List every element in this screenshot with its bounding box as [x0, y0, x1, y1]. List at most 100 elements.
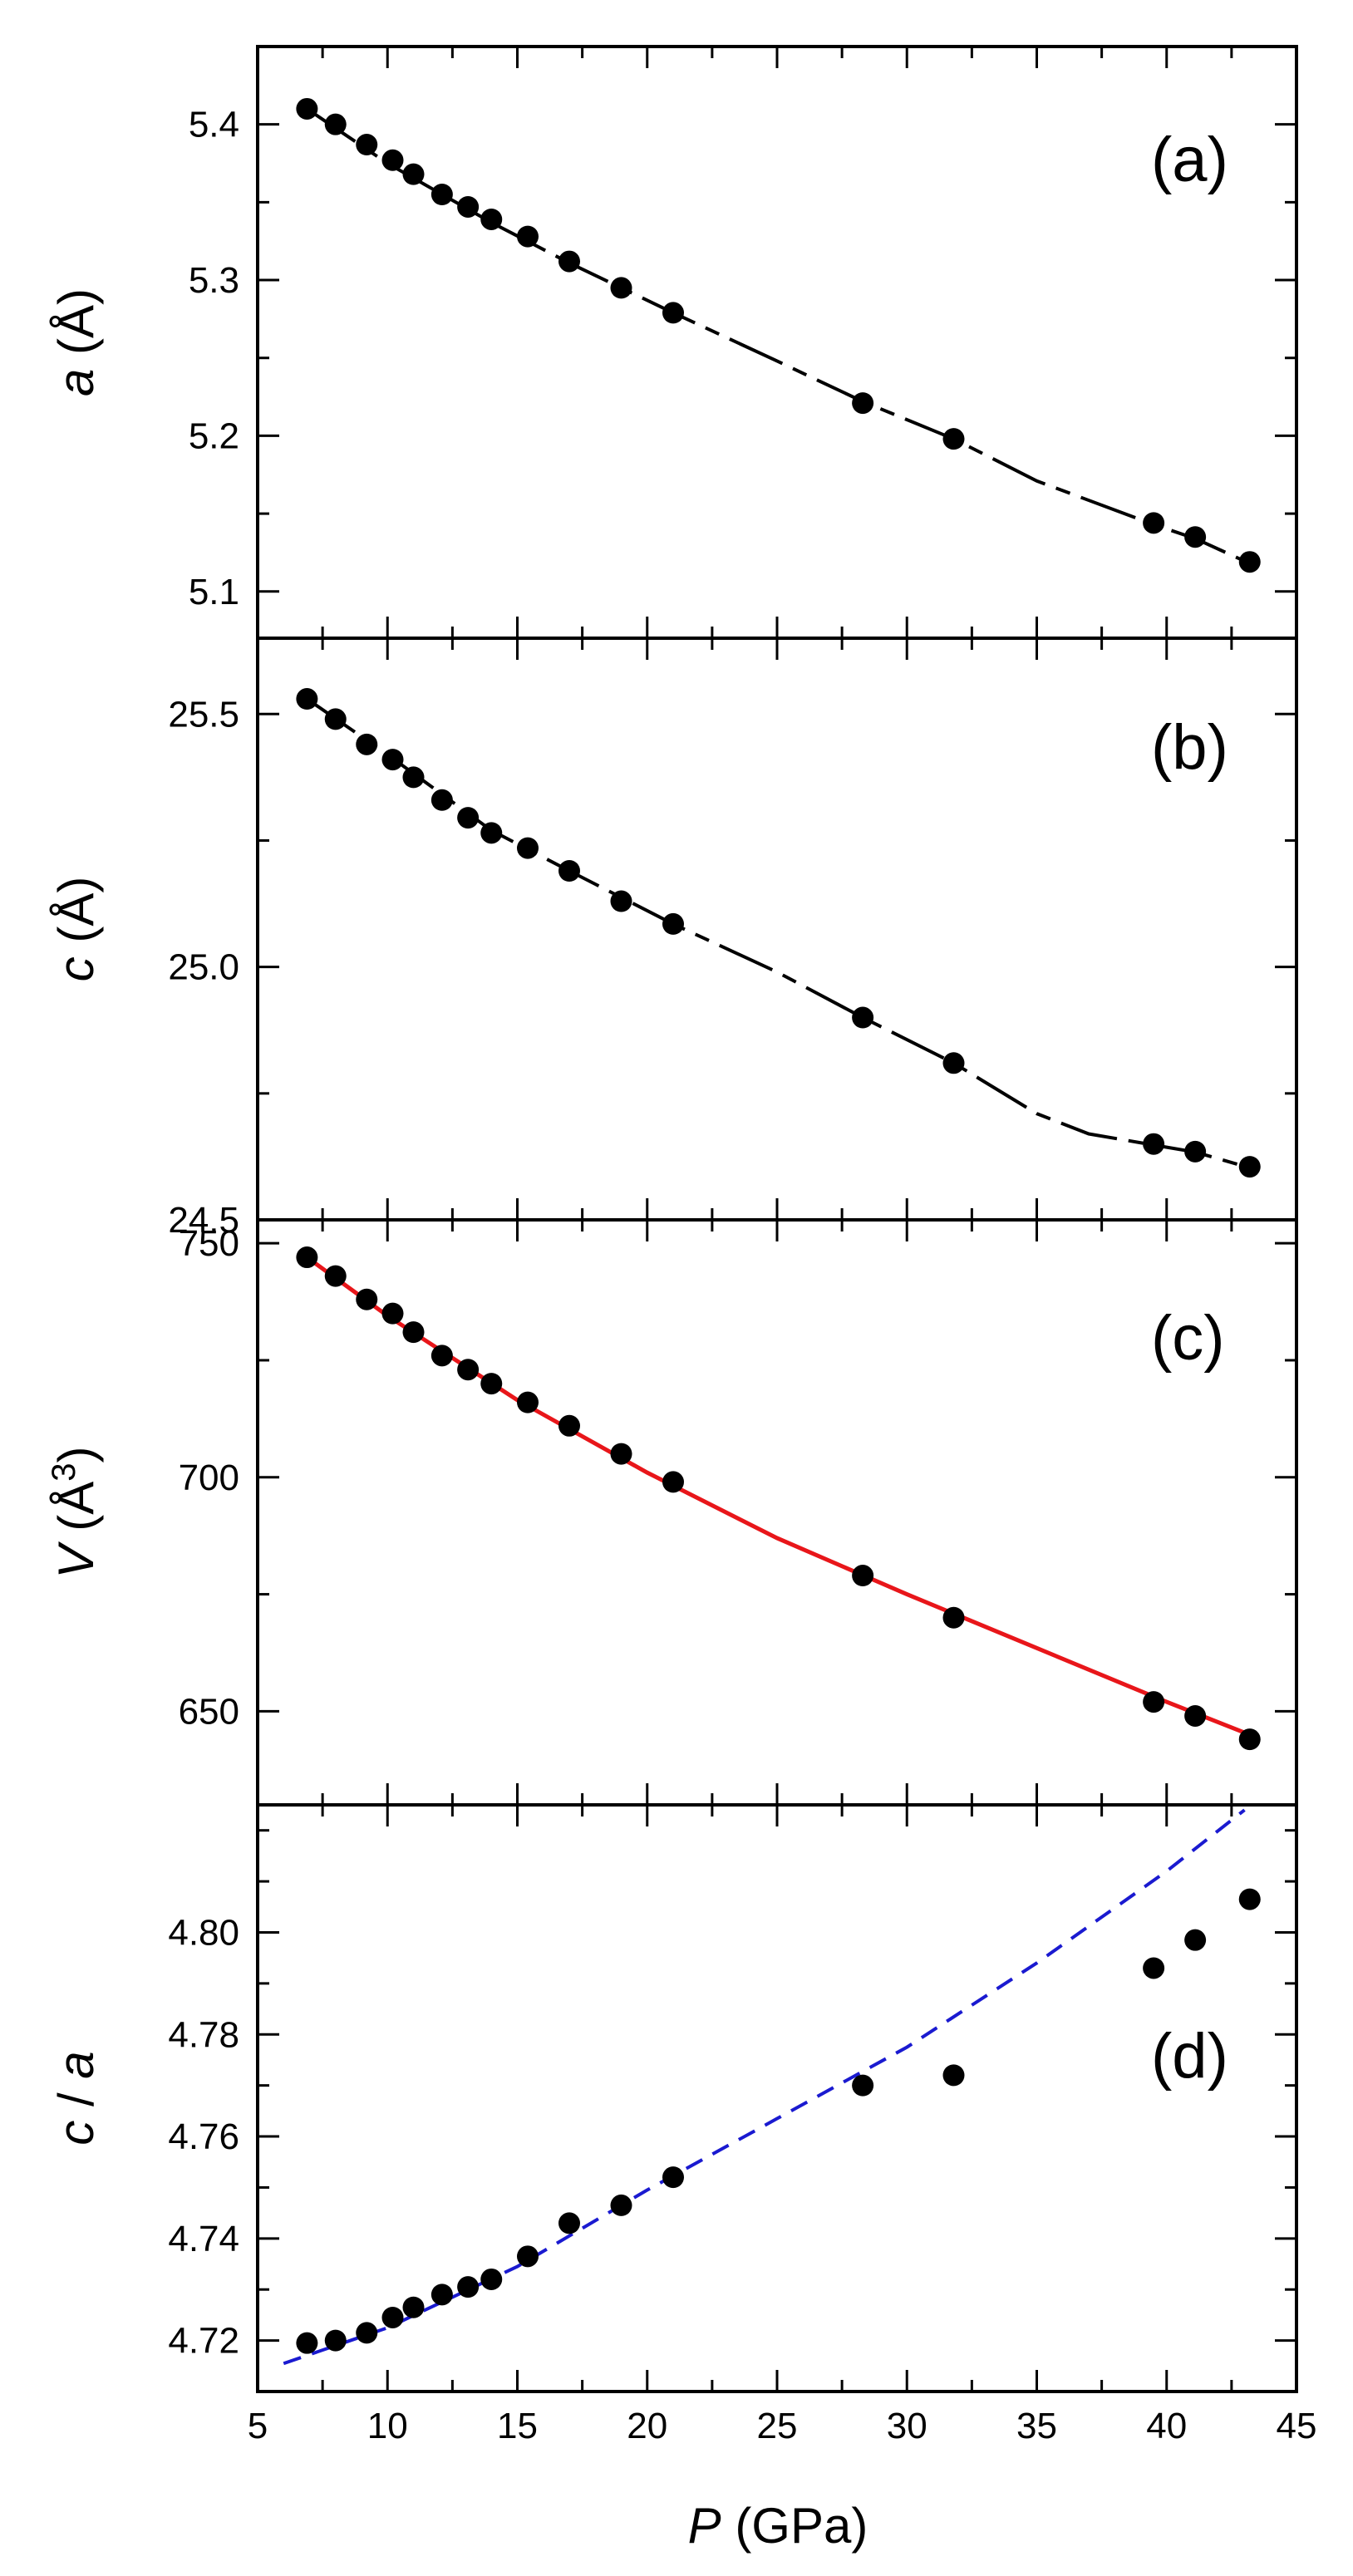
y-tick-label: 24.5 [168, 1200, 239, 1241]
data-point [610, 890, 632, 912]
fit-line [305, 1256, 1251, 1737]
y-tick-label: 5.1 [189, 572, 239, 612]
fit-line [306, 107, 1251, 565]
data-point [296, 1246, 318, 1269]
x-tick-label: 15 [497, 2406, 538, 2446]
data-point [1184, 1140, 1207, 1163]
data-point [324, 2329, 347, 2352]
data-point [381, 749, 404, 771]
data-point [558, 1414, 580, 1437]
y-axis-title: a (Å) [48, 288, 104, 396]
panel-label: (b) [1151, 712, 1228, 783]
panel-c: 650 700 750 (c) V (Å3) [46, 1218, 1298, 1807]
data-point [1184, 526, 1207, 548]
x-tick-label: 30 [887, 2406, 927, 2446]
data-point [558, 860, 580, 882]
y-tick-label: 4.80 [168, 1912, 239, 1953]
x-tick-label: 25 [757, 2406, 798, 2446]
data-point [942, 428, 965, 450]
data-point [610, 277, 632, 299]
data-point [457, 807, 480, 829]
y-axis-title: c (Å) [48, 877, 104, 982]
data-point [324, 113, 347, 135]
y-tick-label: 25.0 [168, 947, 239, 988]
data-point [430, 789, 453, 811]
y-tick-label: 25.5 [168, 694, 239, 735]
plot-frame [256, 1218, 1298, 1807]
data-point [1184, 1704, 1207, 1727]
data-point [1238, 1156, 1261, 1178]
y-tick-label: 650 [179, 1691, 239, 1732]
plot-frame [256, 637, 1298, 1222]
data-point [356, 134, 378, 156]
data-point [852, 1565, 874, 1587]
data-point [942, 2064, 965, 2087]
data-point [480, 2268, 503, 2290]
data-point [457, 2276, 480, 2298]
data-point [296, 97, 318, 120]
data-point [324, 1265, 347, 1287]
data-point [1238, 1728, 1261, 1751]
panel-label: (c) [1151, 1303, 1225, 1374]
data-point [517, 225, 539, 248]
data-point [356, 1288, 378, 1310]
data-point [610, 1443, 632, 1465]
data-point [558, 250, 580, 273]
data-point [942, 1606, 965, 1629]
data-point [662, 912, 684, 935]
data-point [1184, 1929, 1207, 1951]
x-tick-label: 20 [627, 2406, 667, 2446]
x-axis-tick-labels: 5 10 15 20 25 30 35 40 45 [248, 2406, 1317, 2446]
data-point [1143, 512, 1165, 534]
data-point [480, 822, 503, 844]
data-point [457, 195, 480, 218]
data-point [852, 2074, 874, 2097]
data-point [852, 1006, 874, 1029]
data-point [296, 688, 318, 710]
data-point [1238, 551, 1261, 573]
data-point [480, 1373, 503, 1395]
data-point [402, 766, 425, 789]
y-tick-label: 4.76 [168, 2116, 239, 2157]
data-point [517, 837, 539, 859]
data-point [1143, 1133, 1165, 1155]
data-point [324, 708, 347, 730]
data-point [381, 149, 404, 171]
data-point [1143, 1957, 1165, 1979]
data-point [381, 2306, 404, 2328]
panel-label: (a) [1151, 125, 1228, 195]
y-tick-label: 5.4 [189, 105, 239, 145]
data-point [430, 184, 453, 205]
panel-d: 4.72 4.74 4.76 4.78 4.80 (d) c / a [48, 1803, 1298, 2393]
data-point [558, 2212, 580, 2234]
data-point [356, 733, 378, 755]
data-point [662, 2166, 684, 2189]
x-tick-label: 5 [248, 2406, 268, 2446]
data-point [381, 1302, 404, 1325]
y-tick-label: 5.3 [189, 260, 239, 301]
data-point [662, 1471, 684, 1493]
data-point [402, 2296, 425, 2318]
y-tick-label: 5.2 [189, 415, 239, 456]
y-axis-title: V (Å3) [46, 1447, 104, 1579]
data-point [1238, 1888, 1261, 1910]
data-point [457, 1359, 480, 1381]
y-tick-label: 750 [179, 1223, 239, 1264]
data-point [402, 163, 425, 185]
plot-frame [256, 45, 1298, 640]
panel-label: (d) [1151, 2021, 1228, 2092]
fit-line [283, 1808, 1246, 2366]
fit-line [306, 697, 1251, 1170]
panel-b: 24.5 25.0 25.5 (b) c (Å) [48, 637, 1298, 1241]
data-point [430, 2283, 453, 2306]
data-point [296, 2332, 318, 2354]
x-tick-label: 45 [1277, 2406, 1317, 2446]
data-point [430, 1345, 453, 1367]
x-tick-label: 35 [1016, 2406, 1057, 2446]
data-point [517, 2245, 539, 2268]
y-tick-label: 4.72 [168, 2321, 239, 2362]
y-tick-label: 700 [179, 1458, 239, 1498]
x-axis-title: P (GPa) [688, 2498, 868, 2554]
data-point [610, 2194, 632, 2216]
